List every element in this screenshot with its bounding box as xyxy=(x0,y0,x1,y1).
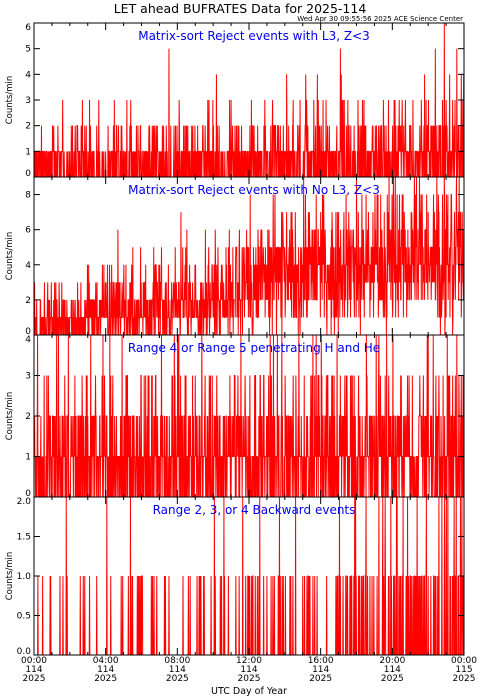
x-tick-time: 20:00 xyxy=(379,656,405,666)
x-tick-year: 2025 xyxy=(453,674,476,684)
x-tick-time: 04:00 xyxy=(93,656,119,666)
y-tick-label: 1.5 xyxy=(17,533,31,543)
x-axis: 00:00114202504:00114202508:00114202512:0… xyxy=(21,656,477,684)
x-tick-doy: 115 xyxy=(455,665,472,675)
panel-title: Range 4 or Range 5 penetrating H and He xyxy=(128,341,380,355)
x-tick-time: 00:00 xyxy=(451,656,477,666)
y-tick-label: 2 xyxy=(25,296,31,306)
x-axis-label: UTC Day of Year xyxy=(211,686,287,697)
y-tick-label: 3 xyxy=(25,372,31,382)
chart-panels: 0 1 2 3 4 5 6 Counts/min Matrix-sort Reject even… xyxy=(5,22,465,657)
x-tick-time: 00:00 xyxy=(21,656,47,666)
y-tick-label: 0 xyxy=(25,489,31,499)
y-tick-label: 6 xyxy=(25,23,31,33)
x-tick-doy: 114 xyxy=(384,665,401,675)
y-tick-label: 2.0 xyxy=(17,497,32,507)
y-tick-label: 0.5 xyxy=(17,612,31,622)
x-tick-year: 2025 xyxy=(23,674,46,684)
panel-1: 0 1 2 3 4 5 6 Counts/min Matrix-sort Reject even… xyxy=(5,22,465,179)
x-tick-time: 08:00 xyxy=(164,656,190,666)
x-tick-year: 2025 xyxy=(166,674,189,684)
panel-title: Matrix-sort Reject events with No L3, Z<… xyxy=(128,183,380,197)
y-tick-label: 0 xyxy=(25,169,31,179)
x-tick-doy: 114 xyxy=(312,665,329,675)
y-axis-label: Counts/min xyxy=(5,76,15,125)
y-tick-label: 1.0 xyxy=(17,572,32,582)
panel-title: Range 2, 3, or 4 Backward events xyxy=(153,503,356,517)
y-tick-label: 2 xyxy=(25,412,31,422)
y-tick-label: 6 xyxy=(25,226,31,236)
y-tick-label: 1 xyxy=(25,453,31,463)
x-tick-doy: 114 xyxy=(25,665,42,675)
panel-4: 0.0 0.5 1.0 1.5 2.0 Counts/min Range 2, 3, or … xyxy=(5,496,465,657)
x-tick-doy: 114 xyxy=(97,665,114,675)
y-tick-label: 0.0 xyxy=(17,647,32,657)
series-line-3 xyxy=(34,335,464,497)
y-tick-label: 0 xyxy=(25,327,31,337)
series-line-1 xyxy=(34,23,464,177)
y-tick-label: 5 xyxy=(25,45,31,55)
y-tick-label: 4 xyxy=(25,335,31,345)
x-tick-time: 16:00 xyxy=(308,656,334,666)
x-tick-year: 2025 xyxy=(238,674,261,684)
panel-title: Matrix-sort Reject events with L3, Z<3 xyxy=(138,29,370,43)
y-tick-label: 8 xyxy=(25,191,31,201)
panel-2: 0 2 4 6 8 Counts/min Matrix-sort Reject events… xyxy=(5,176,465,337)
figure-title: LET ahead BUFRATES Data for 2025-114 xyxy=(114,1,367,16)
panel-3: 0 1 2 3 4 Counts/min Range 4 or Range 5 penetr… xyxy=(5,334,465,499)
x-tick-year: 2025 xyxy=(309,674,332,684)
series-line-2 xyxy=(34,177,464,335)
y-tick-label: 2 xyxy=(25,122,31,132)
y-tick-label: 1 xyxy=(25,147,31,157)
x-tick-year: 2025 xyxy=(381,674,404,684)
x-tick-doy: 114 xyxy=(240,665,257,675)
y-axis-label: Counts/min xyxy=(5,392,15,441)
y-tick-label: 3 xyxy=(25,96,31,106)
x-tick-time: 12:00 xyxy=(236,656,262,666)
series-line-4 xyxy=(34,497,464,655)
y-tick-label: 4 xyxy=(25,261,31,271)
x-tick-doy: 114 xyxy=(169,665,186,675)
y-axis-label: Counts/min xyxy=(5,552,15,601)
x-tick-year: 2025 xyxy=(94,674,117,684)
y-axis-label: Counts/min xyxy=(5,232,15,281)
y-tick-label: 4 xyxy=(25,70,31,80)
timestamp: Wed Apr 30 09:55:56 2025 ACE Science Cen… xyxy=(297,15,463,23)
